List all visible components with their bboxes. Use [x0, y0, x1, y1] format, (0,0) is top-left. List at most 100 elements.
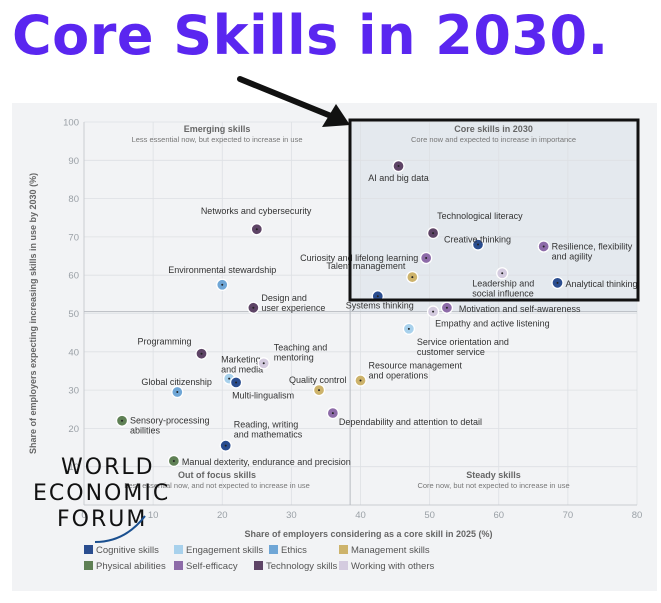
headline: Core Skills in 2030. [12, 4, 609, 67]
data-label: Talent management [326, 261, 406, 271]
data-point-center [432, 310, 435, 313]
data-point-center [407, 327, 410, 330]
quadrant-title: Emerging skills [184, 124, 251, 134]
y-tick-label: 70 [68, 232, 79, 243]
quadrant-title: Steady skills [466, 470, 521, 480]
legend-label: Technology skills [266, 561, 338, 572]
y-tick-label: 20 [68, 424, 79, 435]
y-tick-label: 50 [68, 309, 79, 320]
legend-swatch [339, 561, 348, 570]
logo-line-3: FORUM [57, 507, 148, 532]
data-label: Service orientation and [417, 337, 509, 347]
wef-logo: WORLD ECONOMIC FORUM [33, 456, 183, 546]
y-tick-label: 90 [68, 156, 79, 167]
data-point-center [445, 306, 448, 309]
y-tick-label: 40 [68, 347, 79, 358]
legend-label: Working with others [351, 561, 435, 572]
data-point-center [425, 256, 428, 259]
y-tick-label: 30 [68, 386, 79, 397]
data-point-center [359, 379, 362, 382]
data-label: Global citizenship [141, 377, 212, 387]
data-label: AI and big data [368, 173, 429, 183]
data-point-center [235, 381, 238, 384]
legend-swatch [174, 561, 183, 570]
data-label: Teaching and [274, 342, 328, 352]
data-point-center [331, 412, 334, 415]
data-point-center [262, 362, 265, 365]
data-label: Technological literacy [437, 211, 523, 221]
data-label: Resource management [369, 361, 463, 371]
data-label: Systems thinking [346, 300, 414, 310]
data-label: abilities [130, 426, 161, 436]
data-label: social influence [472, 288, 534, 298]
data-label: Environmental stewardship [168, 265, 276, 275]
data-label: Networks and cybersecurity [201, 206, 312, 216]
data-label: Dependability and attention to detail [339, 417, 482, 427]
data-label: and agility [552, 251, 593, 261]
data-label: user experience [261, 303, 325, 313]
data-label: Manual dexterity, endurance and precisio… [182, 457, 351, 467]
data-label: Multi-lingualism [232, 390, 294, 400]
data-point-center [318, 389, 321, 392]
data-label: and media [221, 365, 263, 375]
data-point-center [376, 295, 379, 298]
data-point-center [252, 306, 255, 309]
quadrant-title: Out of focus skills [178, 470, 256, 480]
data-label: Quality control [289, 375, 347, 385]
legend-label: Physical abilities [96, 561, 166, 572]
y-tick-label: 10 [68, 462, 79, 473]
data-label: Motivation and self-awareness [459, 304, 581, 314]
legend-item: Self-efficacy [174, 561, 238, 572]
x-tick-label: 80 [632, 510, 643, 521]
x-tick-label: 20 [217, 510, 228, 521]
data-point-center [542, 245, 545, 248]
data-point-center [221, 283, 224, 286]
x-tick-label: 0 [81, 510, 86, 521]
legend-swatch [339, 545, 348, 554]
legend-swatch [84, 561, 93, 570]
legend-label: Ethics [281, 545, 307, 556]
data-point-center [176, 391, 179, 394]
data-label: Creative thinking [444, 235, 511, 245]
legend-item: Management skills [339, 545, 430, 556]
data-label: Sensory-processing [130, 416, 210, 426]
quadrant-subtitle: Core now and expected to increase in imp… [411, 135, 576, 144]
data-point-center [172, 459, 175, 462]
data-point-center [501, 272, 504, 275]
data-label: Analytical thinking [566, 279, 638, 289]
legend-label: Engagement skills [186, 545, 264, 556]
x-tick-label: 30 [286, 510, 297, 521]
legend-swatch [254, 561, 263, 570]
data-label: Marketing [221, 355, 261, 365]
data-label: and operations [369, 371, 429, 381]
legend-item: Physical abilities [84, 561, 166, 572]
legend-swatch [174, 545, 183, 554]
y-tick-label: 100 [63, 118, 79, 129]
data-point-center [411, 276, 414, 279]
quadrant-subtitle: Core now, but not expected to increase i… [417, 481, 569, 490]
x-tick-label: 70 [563, 510, 574, 521]
x-tick-label: 40 [355, 510, 366, 521]
legend-swatch [84, 545, 93, 554]
legend-label: Management skills [351, 545, 430, 556]
logo-line-1: WORLD [61, 455, 155, 480]
data-label: Empathy and active listening [435, 319, 550, 329]
data-point-center [432, 232, 435, 235]
data-point-center [556, 281, 559, 284]
data-point-center [224, 444, 227, 447]
data-label: Reading, writing [234, 420, 299, 430]
data-label: Leadership and [472, 278, 534, 288]
legend-item: Technology skills [254, 561, 337, 572]
logo-arc [94, 515, 146, 543]
x-axis-title: Share of employers considering as a core… [244, 529, 492, 539]
x-tick-label: 60 [493, 510, 504, 521]
y-axis-title: Share of employers expecting increasing … [28, 173, 38, 454]
data-label: mentoring [274, 352, 314, 362]
data-label: Resilience, flexibility [552, 241, 633, 251]
x-tick-label: 10 [148, 510, 159, 521]
y-tick-label: 80 [68, 194, 79, 205]
y-tick-label: 60 [68, 271, 79, 282]
data-point-center [121, 419, 124, 422]
legend-item: Engagement skills [174, 545, 263, 556]
data-label: and mathematics [234, 430, 303, 440]
